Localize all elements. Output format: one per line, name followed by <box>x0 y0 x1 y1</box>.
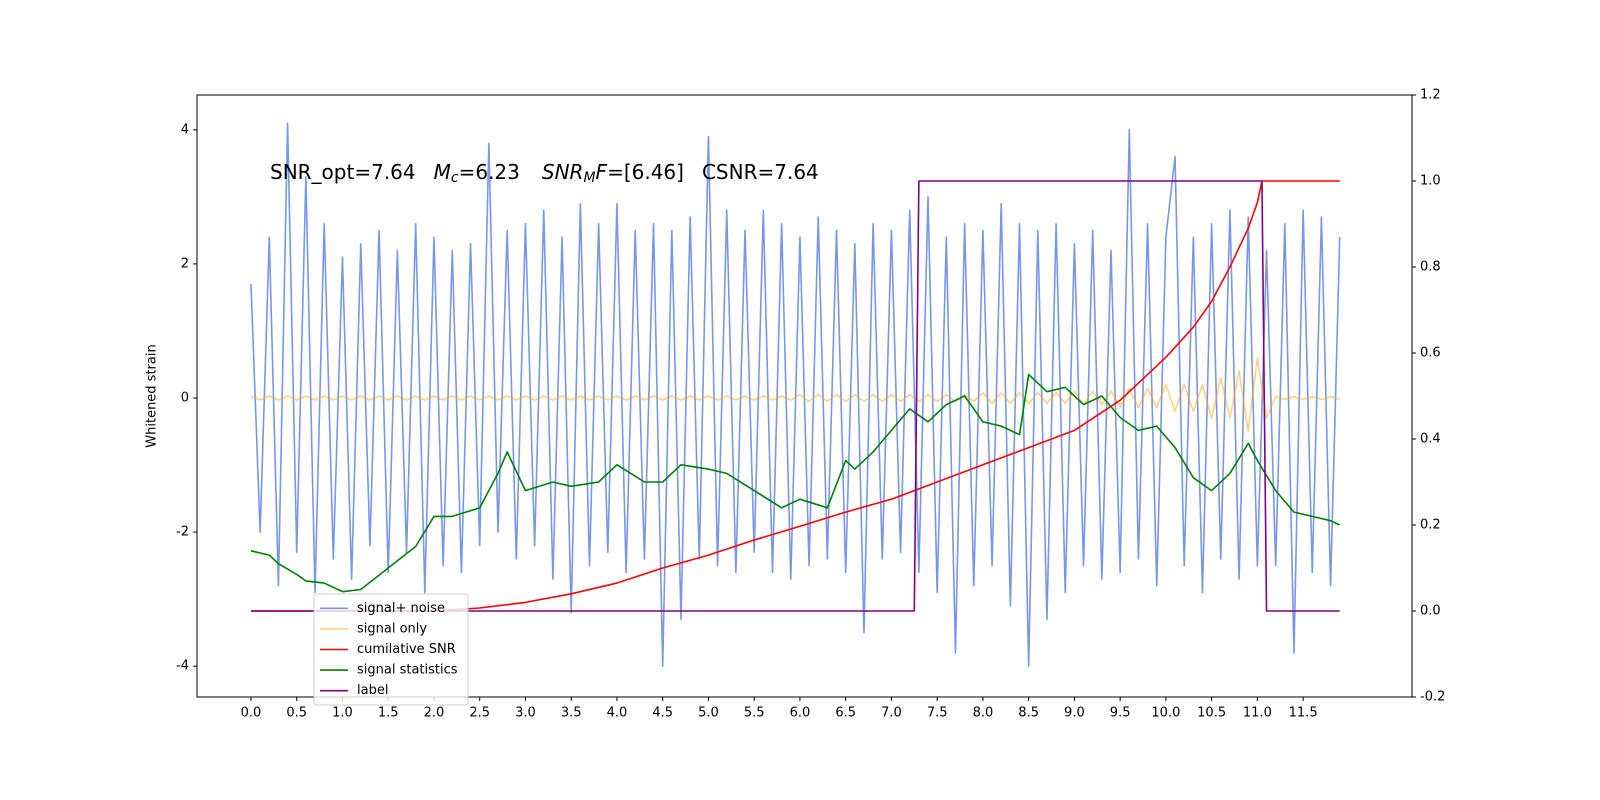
x-tick-label: 9.5 <box>1110 706 1131 721</box>
x-tick-label: 3.0 <box>515 706 536 721</box>
plot <box>250 122 1341 667</box>
x-tick-label: 9.0 <box>1064 706 1085 721</box>
y-tick-label: 2 <box>181 256 189 271</box>
annotation-part: M <box>434 160 451 184</box>
x-tick-label: 10.0 <box>1151 706 1180 721</box>
x-tick-label: 8.5 <box>1018 706 1039 721</box>
annotation-part: M <box>583 170 595 186</box>
series-line <box>250 122 1341 667</box>
x-tick-label: 5.0 <box>698 706 719 721</box>
annotation-part: =[6.46] <box>607 160 684 184</box>
annotation-part: F <box>596 160 608 184</box>
y2-tick-label: 0.8 <box>1420 260 1441 275</box>
x-tick-label: 2.5 <box>469 706 490 721</box>
x-tick-label: 6.5 <box>835 706 856 721</box>
x-tick-label: 4.5 <box>652 706 673 721</box>
x-tick-label: 11.5 <box>1289 706 1318 721</box>
y2-tick-label: 0.6 <box>1420 346 1441 361</box>
x-tick-label: 1.5 <box>378 706 399 721</box>
y-tick-label: 4 <box>181 122 189 137</box>
x-tick-label: 8.0 <box>973 706 994 721</box>
series-line <box>250 180 1340 612</box>
x-tick-label: 5.5 <box>744 706 765 721</box>
legend-label: signal+ noise <box>357 601 445 616</box>
y-tick-label: -4 <box>176 659 189 674</box>
legend-box <box>313 593 469 706</box>
x-tick-label: 6.0 <box>790 706 811 721</box>
series-line <box>250 180 1340 612</box>
y-tick-label: -2 <box>176 525 189 540</box>
legend-label: label <box>357 683 388 698</box>
y2-tick-label: 1.0 <box>1420 174 1441 189</box>
x-tick-label: 10.5 <box>1197 706 1226 721</box>
y-axis-label: Whitened strain <box>145 344 160 447</box>
legend: signal+ noise signal only cumilative SNR si… <box>313 593 469 706</box>
x-tick-label: 0.0 <box>241 706 262 721</box>
y2-tick-label: 1.2 <box>1420 88 1441 103</box>
y-tick-label: 0 <box>181 391 189 406</box>
annotation-part: c <box>451 170 459 186</box>
y2-tick-label: 0.4 <box>1420 432 1441 447</box>
series-line <box>250 356 1340 433</box>
y2-tick-label: 0.0 <box>1420 604 1441 619</box>
y2-tick-label: 0.2 <box>1420 518 1441 533</box>
x-tick-label: 2.0 <box>424 706 445 721</box>
series-line <box>250 373 1341 593</box>
x-tick-label: 7.5 <box>927 706 948 721</box>
annotation-part: =6.23 <box>459 160 520 184</box>
x-tick-label: 0.5 <box>286 706 307 721</box>
annotation-part: CSNR=7.64 <box>702 160 819 184</box>
annotation-part: SNR_opt=7.64 <box>270 160 416 184</box>
y2-tick-label: -0.2 <box>1420 690 1445 705</box>
x-tick-label: 3.5 <box>561 706 582 721</box>
legend-label: signal statistics <box>357 663 458 678</box>
annotation-part: SNR <box>542 160 584 184</box>
legend-label: signal only <box>357 621 427 636</box>
x-tick-label: 4.0 <box>607 706 628 721</box>
x-tick-label: 7.0 <box>881 706 902 721</box>
x-tick-label: 1.0 <box>332 706 353 721</box>
legend-label: cumilative SNR <box>357 642 456 657</box>
annotation: SNR_opt=7.64 Mc=6.23 SNRMF=[6.46] CSNR=7.64 <box>270 160 819 187</box>
axes-frame <box>196 94 1413 698</box>
x-tick-label: 11.0 <box>1243 706 1272 721</box>
